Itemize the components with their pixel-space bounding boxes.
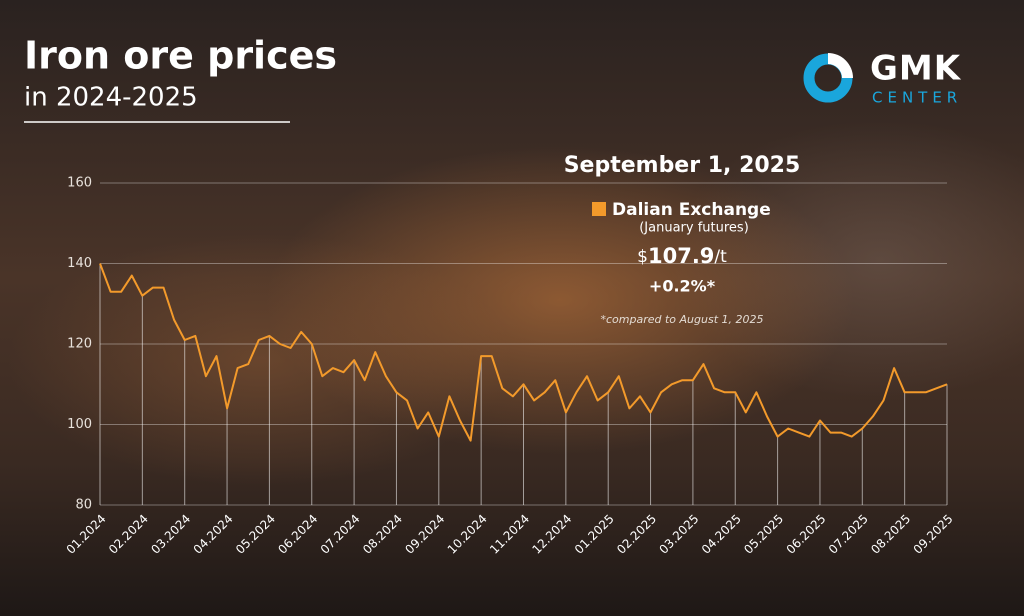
annotation-change: +0.2%* — [649, 277, 716, 296]
x-tick-label: 03.2025 — [657, 512, 702, 557]
y-tick-label: 160 — [67, 176, 92, 191]
x-tick-label: 08.2025 — [868, 512, 913, 557]
logo-segment — [828, 53, 853, 78]
y-tick-label: 120 — [67, 337, 92, 352]
chart-subtitle: in 2024-2025 — [24, 83, 198, 113]
x-tick-label: 02.2024 — [106, 512, 151, 557]
legend-swatch — [592, 202, 606, 216]
x-tick-label: 06.2025 — [784, 512, 829, 557]
x-tick-label: 12.2024 — [529, 512, 574, 557]
legend-label: Dalian Exchange — [612, 200, 771, 220]
annotation-price: $107.9/t — [637, 244, 727, 268]
x-tick-label: 07.2025 — [826, 512, 871, 557]
logo-name: GMK — [870, 49, 962, 89]
logo: GMK CENTER — [803, 49, 962, 107]
x-tick-label: 03.2024 — [148, 512, 193, 557]
x-tick-label: 04.2024 — [191, 512, 236, 557]
price-currency: $ — [637, 247, 648, 267]
annotation-note: *compared to August 1, 2025 — [600, 313, 763, 326]
x-tick-label: 07.2024 — [318, 512, 363, 557]
y-tick-label: 80 — [75, 498, 92, 513]
x-tick-label: 09.2024 — [402, 512, 447, 557]
price-value: 107.9 — [648, 244, 714, 268]
annotation-date: September 1, 2025 — [564, 153, 801, 178]
series-line — [99, 263, 948, 442]
x-tick-label: 06.2024 — [275, 512, 320, 557]
x-tick-label: 04.2025 — [699, 512, 744, 557]
y-tick-label: 140 — [67, 256, 92, 271]
x-tick-label: 01.2025 — [572, 512, 617, 557]
x-tick-label: 05.2024 — [233, 512, 278, 557]
x-tick-label: 09.2025 — [911, 512, 956, 557]
legend-sublabel: (January futures) — [639, 221, 749, 236]
price-unit: /t — [714, 247, 727, 267]
x-tick-label: 08.2024 — [360, 512, 405, 557]
x-tick-label: 02.2025 — [614, 512, 659, 557]
x-tick-label: 11.2024 — [487, 512, 532, 557]
x-tick-label: 10.2024 — [445, 512, 490, 557]
y-tick-label: 100 — [67, 417, 92, 432]
logo-tagline: CENTER — [872, 89, 962, 107]
x-tick-label: 01.2024 — [64, 512, 109, 557]
x-tick-label: 05.2025 — [741, 512, 786, 557]
chart-title: Iron ore prices — [24, 34, 337, 78]
